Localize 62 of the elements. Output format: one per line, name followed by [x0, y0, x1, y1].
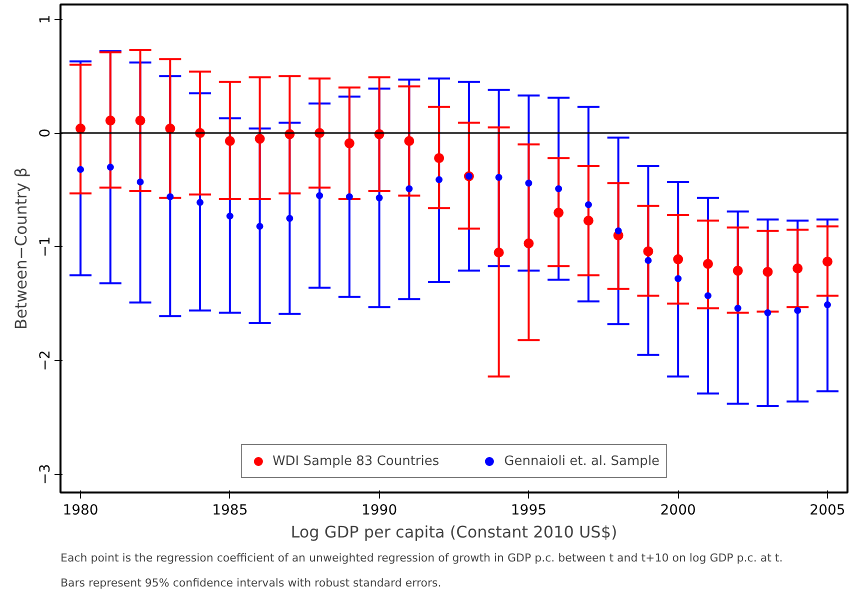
- point: [584, 201, 592, 208]
- x-tick-label: 2000: [660, 502, 696, 518]
- y-tick-label: −1: [38, 236, 54, 258]
- point: [286, 214, 294, 222]
- point: [822, 256, 832, 267]
- point: [702, 258, 713, 269]
- point: [643, 246, 654, 256]
- point: [494, 247, 504, 258]
- point: [77, 166, 84, 173]
- point: [404, 136, 414, 146]
- point: [376, 194, 383, 202]
- point: [673, 254, 684, 264]
- y-tick-label: 0: [38, 128, 54, 138]
- point: [344, 138, 354, 148]
- point: [734, 304, 742, 312]
- x-tick-label: 1995: [510, 502, 547, 518]
- point: [614, 227, 622, 234]
- x-axis-title: Log GDP per capita (Constant 2010 US$): [290, 522, 618, 542]
- y-axis-title: Between−Country β: [12, 167, 30, 330]
- point: [434, 153, 444, 164]
- point: [644, 256, 652, 264]
- point: [525, 180, 532, 187]
- text: Each point is the regression coefficient of an unweighted regression of growth in GDP p.c. between t and t+10 on log GDP p.c. at t.: [60, 552, 783, 564]
- legend-label: WDI Sample 83 Countries: [272, 454, 440, 468]
- point: [406, 185, 413, 192]
- point: [794, 307, 802, 314]
- point: [495, 174, 502, 181]
- point: [76, 124, 86, 134]
- point: [224, 136, 235, 146]
- point: [226, 212, 234, 220]
- point: [732, 266, 743, 276]
- point: [764, 309, 772, 316]
- point: [135, 116, 146, 126]
- point: [346, 193, 353, 200]
- point: [105, 116, 116, 126]
- point: [824, 301, 831, 308]
- x-tick-label: 1985: [212, 502, 248, 518]
- y-tick-label: 1: [38, 14, 54, 24]
- x-tick-label: 2005: [810, 502, 846, 518]
- point: [762, 266, 773, 277]
- point: [166, 193, 174, 200]
- point: [674, 275, 682, 282]
- point: [106, 164, 114, 171]
- point: [254, 134, 265, 144]
- point: [136, 178, 144, 186]
- point: [583, 216, 594, 226]
- point: [524, 238, 534, 248]
- x-tick-label: 1990: [361, 502, 398, 518]
- point: [436, 176, 443, 184]
- text: Bars represent 95% confidence intervals with robust standard errors.: [60, 576, 442, 590]
- y-tick-label: −3: [38, 464, 54, 485]
- point: [316, 192, 324, 200]
- point: [165, 124, 176, 134]
- point: [792, 263, 803, 274]
- x-tick-label: 1980: [62, 502, 98, 518]
- point: [555, 185, 562, 192]
- y-tick-label: −2: [38, 350, 54, 371]
- legend-label: Gennaioli et. al. Sample: [504, 454, 660, 468]
- point: [554, 208, 564, 218]
- point: [256, 222, 264, 230]
- point: [704, 292, 712, 300]
- point: [196, 198, 204, 206]
